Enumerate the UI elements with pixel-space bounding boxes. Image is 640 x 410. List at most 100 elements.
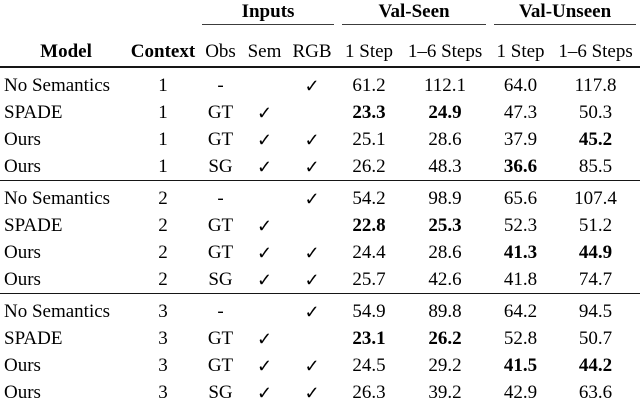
value-cell: 26.3	[338, 379, 401, 410]
group-header-spacer	[0, 0, 198, 25]
context-cell: 2	[158, 215, 168, 236]
table-row: Ours 2 GT ✓ ✓ 24.4 28.6 41.3 44.9	[0, 239, 640, 266]
table-body: No Semantics 1- ✓ 61.2 112.1 64.0 117.8 SPADE 1 G…	[0, 67, 640, 410]
context-cell: 3	[128, 379, 198, 410]
value-cell: 41.5	[503, 355, 538, 376]
value-cell: 45.2	[578, 129, 613, 150]
value-cell: 44.9	[578, 242, 613, 263]
obs-cell: -	[198, 180, 243, 212]
value-cell: 44.2	[578, 355, 613, 376]
value-cell: 48.3	[428, 156, 462, 177]
rgb-cell	[286, 99, 338, 126]
value-cell: 24.5	[352, 355, 386, 376]
context-cell: 2	[158, 269, 168, 290]
cmidrule-val-unseen: Val-Unseen	[494, 2, 637, 25]
col-header-context: Context	[128, 25, 198, 68]
model-cell: SPADE	[4, 328, 63, 349]
value-cell: 24.9	[428, 102, 462, 123]
value-cell: 112.1	[424, 75, 467, 96]
model-cell: No Semantics	[0, 293, 128, 325]
table-row: Ours 3 SG ✓ ✓ 26.3 39.2 42.9 63.6	[0, 379, 640, 410]
model-cell: Ours	[0, 379, 128, 410]
value-cell: 52.8	[503, 328, 538, 349]
value-cell: 54.2	[338, 180, 401, 212]
obs-cell: GT	[207, 215, 234, 236]
obs-cell: GT	[207, 355, 234, 376]
value-cell: 65.6	[490, 180, 552, 212]
context-cell: 1	[158, 102, 168, 123]
value-cell: 22.8	[352, 215, 386, 236]
value-cell: 37.9	[503, 129, 538, 150]
col-header-val-unseen-1-6-steps: 1–6 Steps	[551, 25, 640, 68]
context-cell: 3	[128, 293, 198, 325]
value-cell: 36.6	[503, 156, 538, 177]
group-header-inputs: Inputs	[198, 0, 338, 25]
value-cell: 74.7	[578, 269, 613, 290]
col-header-rgb: RGB	[286, 25, 339, 68]
sem-check-icon: ✓	[256, 215, 273, 236]
obs-cell: -	[217, 75, 224, 96]
rgb-check-icon: ✓	[286, 293, 339, 325]
value-cell: 24.4	[352, 242, 386, 263]
value-cell: 29.2	[428, 355, 462, 376]
context-cell: 1	[158, 156, 168, 177]
model-cell: SPADE	[4, 102, 63, 123]
value-cell: 63.6	[551, 379, 640, 410]
value-cell: 26.2	[428, 328, 462, 349]
table-row: SPADE 2 GT ✓ 22.8 25.3 52.3 51.2	[0, 212, 640, 239]
model-cell: Ours	[4, 242, 41, 263]
value-cell: 54.9	[338, 293, 401, 325]
rgb-check-icon: ✓	[286, 180, 339, 212]
value-cell: 23.3	[352, 102, 386, 123]
table-row: No Semantics 1 - ✓ 61.2 112.1 64.0 117.8	[0, 67, 640, 99]
rgb-check-icon: ✓	[304, 156, 320, 177]
obs-cell: GT	[207, 129, 234, 150]
context-cell: 3	[158, 355, 168, 376]
model-cell: SPADE	[4, 215, 63, 236]
model-cell: Ours	[4, 355, 41, 376]
table-row: SPADE 3 GT ✓ 23.1 26.2 52.8 50.7	[0, 325, 640, 352]
rgb-check-icon: ✓	[286, 379, 339, 410]
context-cell: 1	[158, 129, 168, 150]
value-cell: 41.3	[503, 242, 538, 263]
sem-cell	[243, 293, 286, 325]
obs-cell: SG	[208, 156, 233, 177]
value-cell: 50.7	[578, 328, 613, 349]
value-cell: 26.2	[352, 156, 386, 177]
value-cell: 47.3	[503, 102, 538, 123]
model-cell: Ours	[4, 156, 41, 177]
obs-cell: -	[198, 293, 243, 325]
col-header-val-seen-1-6-steps: 1–6 Steps	[400, 25, 491, 68]
context-cell: 3	[158, 328, 168, 349]
table-row: Ours 1 SG ✓ ✓ 26.2 48.3 36.6 85.5	[0, 153, 640, 181]
col-header-val-unseen-1-step: 1 Step	[490, 25, 552, 68]
value-cell: 89.8	[400, 293, 491, 325]
model-cell: No Semantics	[0, 180, 128, 212]
context-cell: 2	[158, 242, 168, 263]
rgb-check-icon: ✓	[304, 242, 320, 263]
value-cell: 39.2	[400, 379, 491, 410]
cmidrule-val-seen: Val-Seen	[342, 2, 487, 25]
value-cell: 52.3	[503, 215, 538, 236]
obs-cell: SG	[198, 379, 243, 410]
column-header-row: Model Context Obs Sem RGB 1 Step 1–6 Ste…	[0, 25, 640, 68]
col-header-obs: Obs	[198, 25, 243, 68]
table-row: Ours 3 GT ✓ ✓ 24.5 29.2 41.5 44.2	[0, 352, 640, 379]
obs-cell: SG	[208, 269, 233, 290]
context-cell: 2	[128, 180, 198, 212]
rgb-check-icon: ✓	[304, 269, 320, 290]
rgb-check-icon: ✓	[304, 75, 320, 96]
col-header-val-seen-1-step: 1 Step	[338, 25, 401, 68]
group-header-val-seen: Val-Seen	[338, 0, 490, 25]
value-cell: 94.5	[551, 293, 640, 325]
value-cell: 117.8	[574, 75, 617, 96]
cmidrule-inputs: Inputs	[202, 2, 335, 25]
value-cell: 107.4	[551, 180, 640, 212]
table-row: Ours 1 GT ✓ ✓ 25.1 28.6 37.9 45.2	[0, 126, 640, 153]
value-cell: 28.6	[428, 129, 462, 150]
model-cell: Ours	[4, 129, 41, 150]
group-header-row: Inputs Val-Seen Val-Unseen	[0, 0, 640, 25]
obs-cell: GT	[207, 328, 234, 349]
